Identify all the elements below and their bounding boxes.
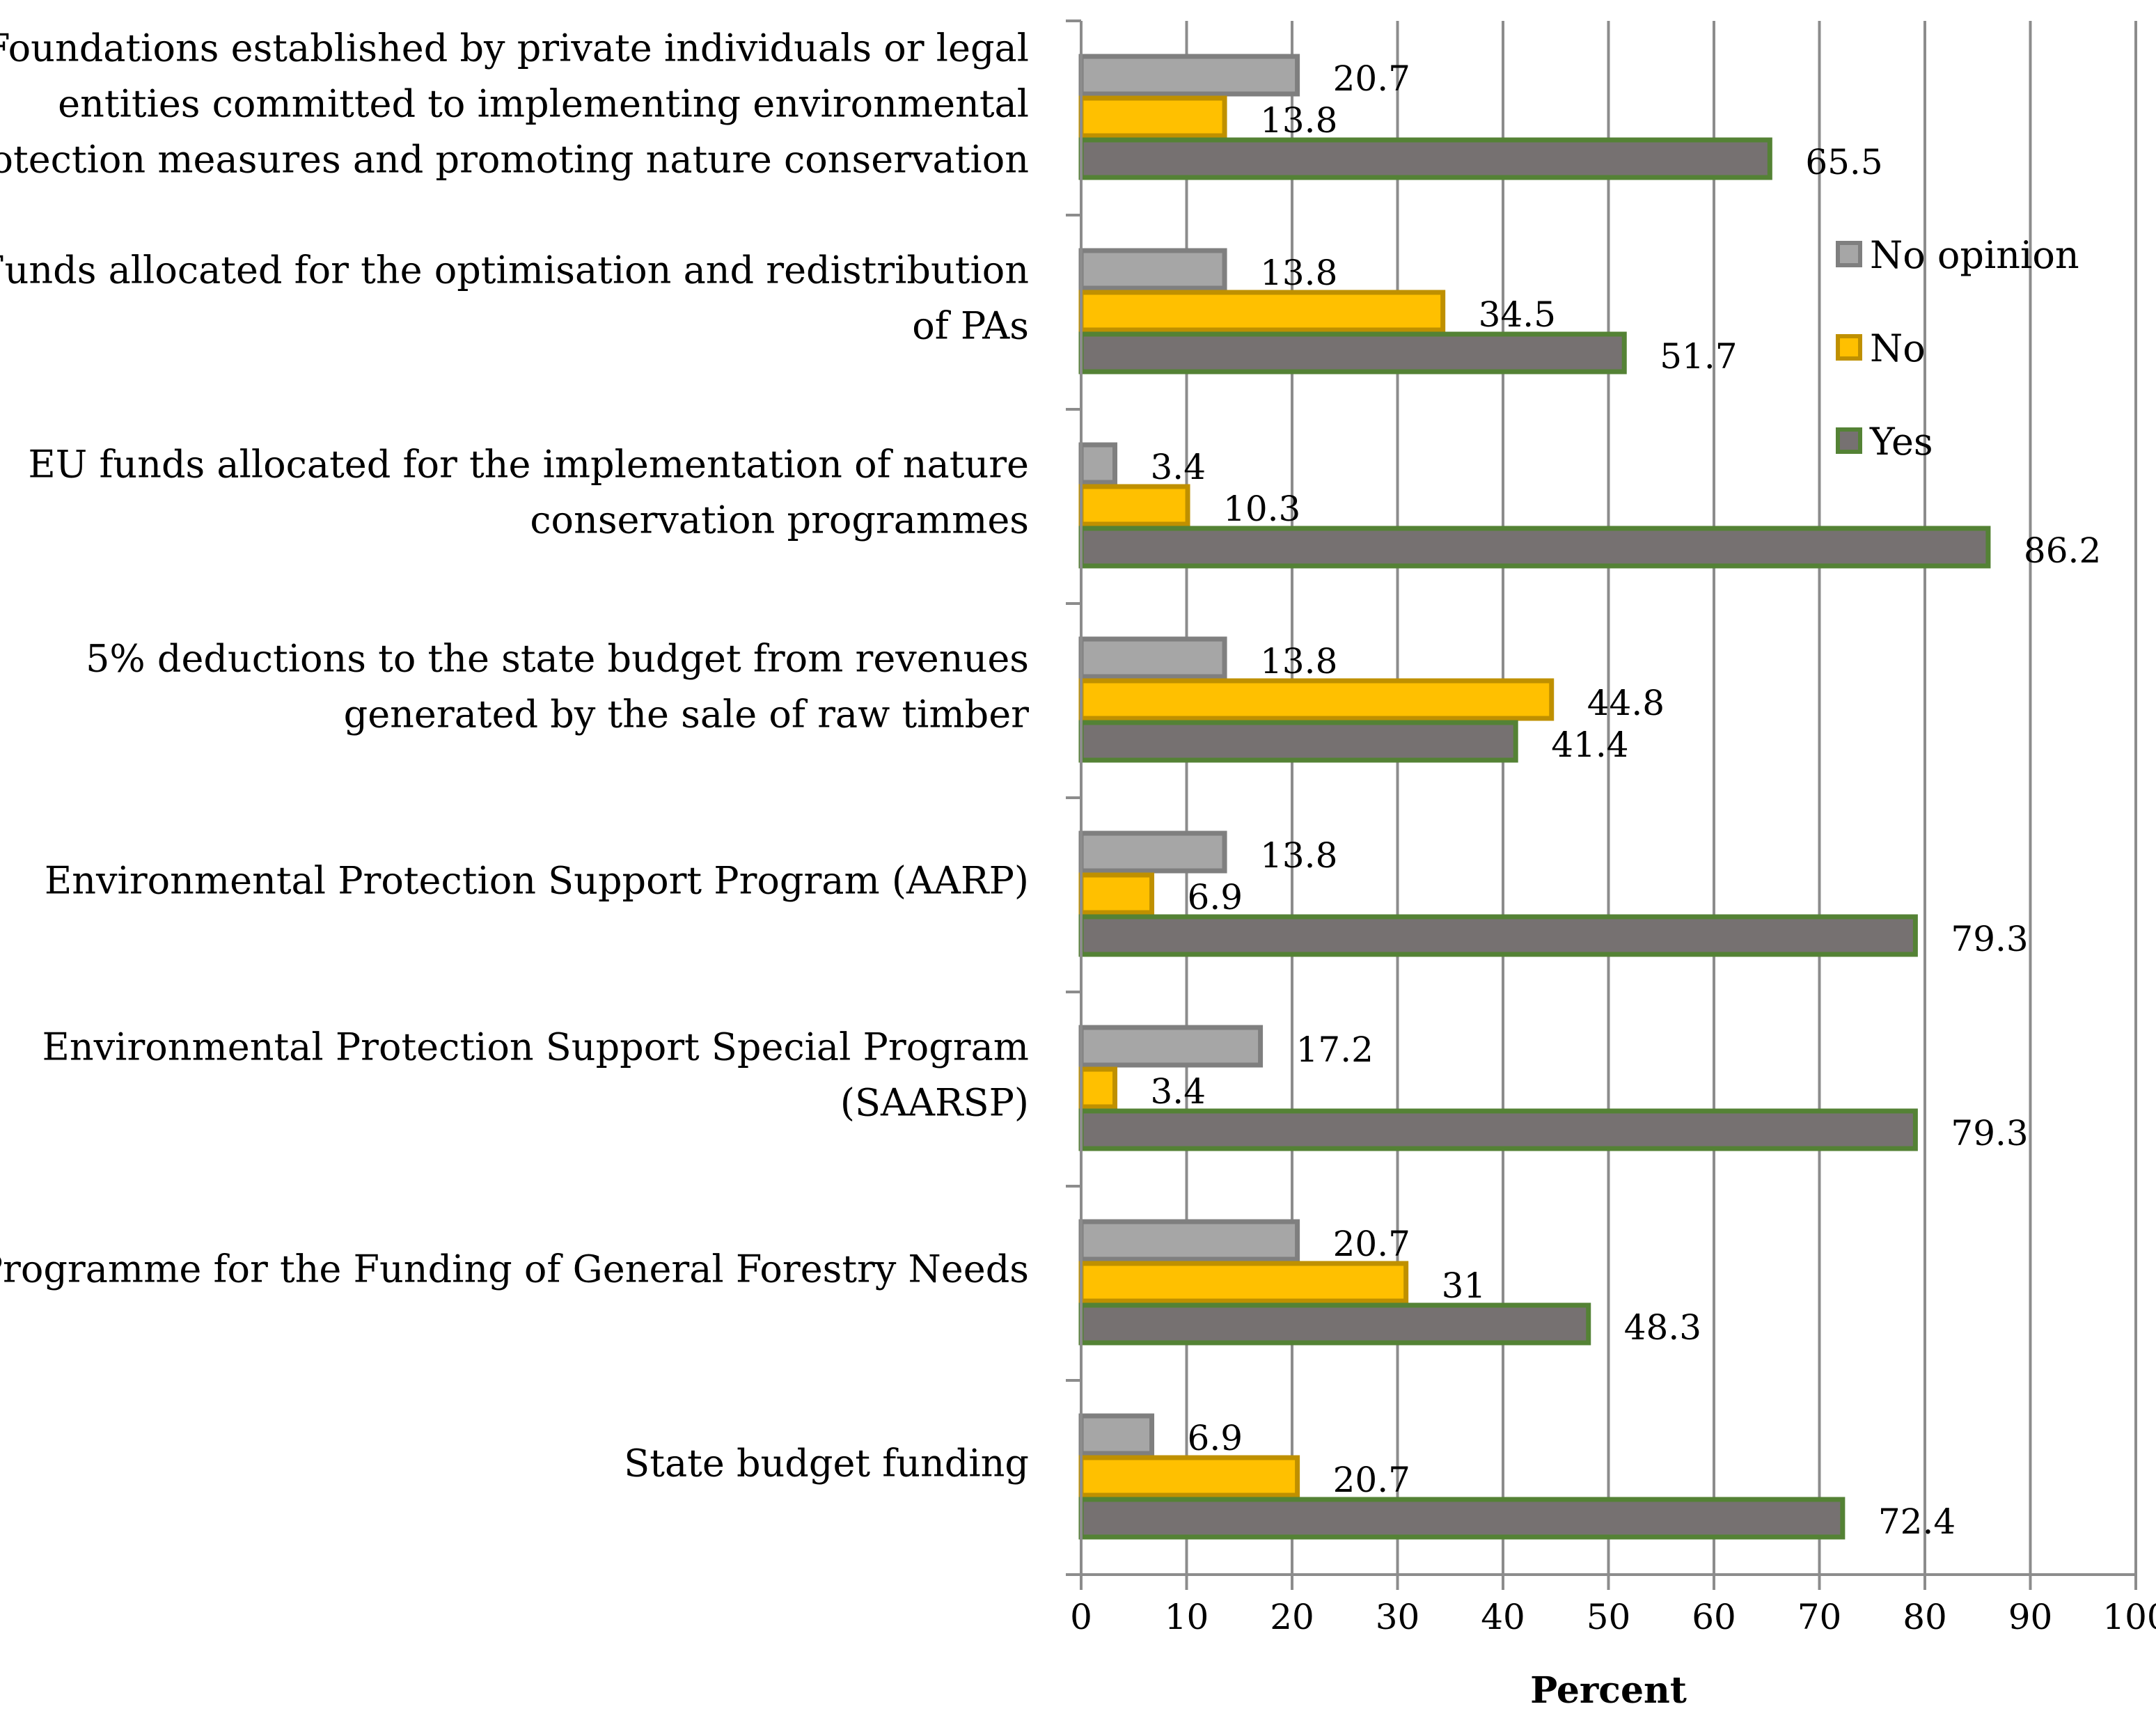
bar-yes-1 [1078,331,1627,375]
value-label-no-opinion-4: 13.8 [1260,835,1337,876]
value-label-no-1: 34.5 [1479,294,1556,335]
bar-no-6 [1078,1261,1409,1304]
bar-no-opinion-0 [1078,54,1300,97]
x-tick-label-10: 10 [1165,1597,1209,1637]
legend-swatch-no-opinion [1836,241,1862,267]
bar-no-opinion-1 [1078,248,1227,291]
x-tick-label-0: 0 [1070,1597,1092,1637]
category-label-0-line-0: Foundations established by private indiv… [0,26,1029,70]
value-labels: 20.713.865.513.834.551.73.410.386.213.84… [1151,58,2102,1542]
bar-no-1 [1078,290,1446,333]
value-label-yes-2: 86.2 [2024,530,2101,571]
bar-no-opinion-5 [1078,1025,1264,1068]
category-label-2-line-1: conservation programmes [530,498,1029,542]
value-label-yes-3: 41.4 [1551,725,1628,765]
value-label-yes-4: 79.3 [1951,919,2028,959]
category-labels: Foundations established by private indiv… [0,26,1029,1485]
x-tick-labels: 0 10 20 30 40 50 60 70 80 90 100 [1070,1597,2156,1637]
legend-label-no-opinion: No opinion [1870,233,2079,277]
category-label-3-line-0: 5% deductions to the state budget from r… [86,637,1029,681]
axes [1066,19,2137,1590]
category-label-1-line-0: Funds allocated for the optimisation and… [0,249,1029,292]
bar-yes-0 [1078,137,1772,180]
bar-yes-5 [1078,1108,1918,1151]
category-label-6-line-0: Programme for the Funding of General For… [0,1247,1029,1291]
x-tick-label-60: 60 [1692,1597,1736,1637]
value-label-no-5: 3.4 [1151,1071,1206,1112]
legend-swatch-yes [1836,427,1862,454]
value-label-yes-7: 72.4 [1878,1502,1956,1542]
category-label-4-line-0: Environmental Protection Support Program… [45,859,1029,903]
value-label-no-opinion-6: 20.7 [1333,1224,1410,1264]
value-label-no-opinion-2: 3.4 [1151,447,1206,487]
bar-yes-4 [1078,914,1918,957]
x-tick-label-30: 30 [1376,1597,1420,1637]
x-tick-label-90: 90 [2008,1597,2053,1637]
x-tick-label-40: 40 [1481,1597,1525,1637]
category-label-0-line-2: protection measures and promoting nature… [0,138,1029,182]
bar-no-7 [1078,1455,1300,1498]
bar-yes-2 [1078,526,1991,569]
bar-no-opinion-7 [1078,1413,1155,1456]
bar-no-opinion-2 [1078,442,1118,485]
value-label-yes-6: 48.3 [1624,1307,1701,1348]
category-label-0-line-1: entities committed to implementing envir… [58,82,1029,126]
category-label-5-line-1: (SAARSP) [840,1081,1029,1125]
bar-no-5 [1078,1066,1118,1110]
category-label-7-line-0: State budget funding [624,1442,1029,1485]
bar-no-4 [1078,872,1155,915]
value-label-no-opinion-1: 13.8 [1260,253,1337,293]
value-label-no-6: 31 [1442,1266,1486,1306]
x-tick-label-70: 70 [1797,1597,1842,1637]
category-label-5-line-0: Environmental Protection Support Special… [42,1025,1029,1069]
legend-swatch-no [1836,334,1862,361]
value-label-no-4: 6.9 [1188,877,1243,917]
category-label-1-line-1: of PAs [912,304,1029,348]
value-label-yes-0: 65.5 [1805,142,1882,182]
value-label-no-opinion-5: 17.2 [1296,1030,1374,1070]
value-label-yes-1: 51.7 [1660,336,1737,377]
category-label-3-line-1: generated by the sale of raw timber [344,693,1030,736]
category-label-2-line-0: EU funds allocated for the implementatio… [28,443,1029,487]
legend-label-no: No [1870,326,1926,370]
x-tick-label-50: 50 [1587,1597,1631,1637]
gridlines [1185,21,2137,1575]
value-label-no-opinion-0: 20.7 [1333,58,1410,99]
bar-no-opinion-4 [1078,830,1227,874]
bar-yes-3 [1078,720,1518,763]
value-label-no-7: 20.7 [1333,1460,1410,1500]
bar-series [1078,54,1991,1540]
x-tick-label-100: 100 [2102,1597,2156,1637]
value-label-no-0: 13.8 [1260,100,1337,141]
bar-no-3 [1078,678,1555,721]
bar-no-opinion-6 [1078,1219,1300,1262]
value-label-no-opinion-3: 13.8 [1260,641,1337,681]
legend-label-yes: Yes [1869,420,1933,464]
value-label-no-opinion-7: 6.9 [1188,1418,1243,1458]
value-label-no-2: 10.3 [1223,489,1300,529]
x-tick-label-20: 20 [1270,1597,1314,1637]
x-tick-label-80: 80 [1903,1597,1947,1637]
bar-yes-7 [1078,1497,1846,1540]
bar-no-opinion-3 [1078,636,1227,679]
legend: No opinion No Yes [1836,233,2079,464]
value-label-yes-5: 79.3 [1951,1113,2028,1153]
bar-no-2 [1078,484,1190,527]
bar-no-0 [1078,95,1227,139]
value-label-no-3: 44.8 [1587,683,1665,723]
x-axis-title: Percent [1530,1669,1687,1712]
bar-yes-6 [1078,1302,1591,1346]
